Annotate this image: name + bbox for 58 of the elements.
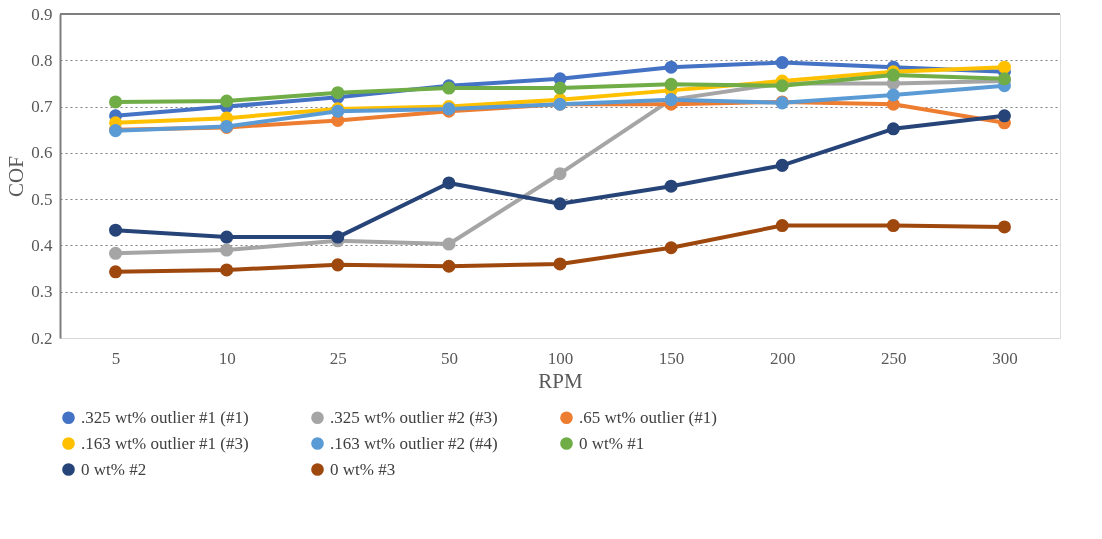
point [553, 257, 567, 271]
point [331, 258, 345, 272]
y-tick-label: 0.7 [31, 97, 53, 117]
point [775, 158, 789, 172]
point [442, 259, 456, 273]
legend-label: .163 wt% outlier #2 (#4) [330, 433, 498, 453]
y-tick-label: 0.5 [31, 189, 53, 209]
point [109, 223, 123, 237]
x-tick-label: 200 [769, 348, 796, 368]
point [997, 60, 1011, 74]
x-tick-label: 150 [658, 348, 685, 368]
legend-label: .65 wt% outlier (#1) [579, 407, 717, 427]
point [997, 109, 1011, 123]
y-tick-label: 0.9 [31, 4, 53, 24]
legend-label: .325 wt% outlier #1 (#1) [81, 407, 249, 427]
point [220, 243, 234, 257]
legend-label: 0 wt% #3 [330, 459, 396, 479]
point [553, 167, 567, 181]
point [109, 246, 123, 260]
point [220, 230, 234, 244]
x-tick-label: 5 [111, 348, 121, 368]
y-tick-label: 0.6 [31, 143, 53, 163]
point [664, 179, 678, 193]
x-tick-label: 100 [547, 348, 574, 368]
point [664, 241, 678, 255]
y-tick-label: 0.3 [31, 282, 53, 302]
point [664, 60, 678, 74]
legend-label: 0 wt% #1 [579, 433, 645, 453]
y-tick-label: 0.8 [31, 50, 53, 70]
legend-label: 0 wt% #2 [81, 459, 147, 479]
y-tick-label: 0.2 [31, 328, 53, 348]
point [109, 265, 123, 279]
point [886, 219, 900, 233]
x-tick-label: 10 [218, 348, 236, 368]
point [886, 88, 900, 102]
legend-label: .325 wt% outlier #2 (#3) [330, 407, 498, 427]
legend-label: .163 wt% outlier #1 (#3) [81, 433, 249, 453]
x-tick-label: 25 [329, 348, 347, 368]
point [886, 122, 900, 136]
point [997, 220, 1011, 234]
point [775, 56, 789, 70]
point [220, 94, 234, 108]
point [664, 77, 678, 91]
x-tick-label: 250 [881, 348, 907, 368]
point [331, 230, 345, 244]
point [442, 237, 456, 251]
x-axis-title: RPM [538, 368, 584, 393]
point [553, 197, 567, 211]
y-axis-title: COF [4, 156, 29, 197]
x-tick-label: 300 [992, 348, 1018, 368]
point [553, 81, 567, 95]
y-tick-label: 0.4 [31, 235, 53, 255]
point [220, 263, 234, 277]
x-tick-label: 50 [440, 348, 458, 368]
point [775, 219, 789, 233]
point [109, 95, 123, 109]
point [442, 176, 456, 190]
point [331, 86, 345, 100]
